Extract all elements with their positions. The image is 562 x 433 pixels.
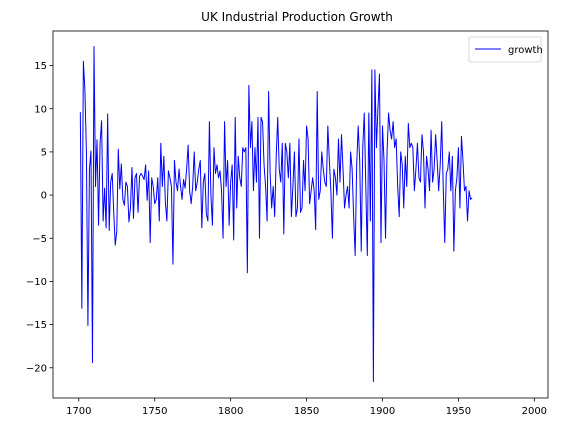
x-tick-label: 2000 — [522, 406, 547, 417]
y-tick-label: −20 — [26, 363, 47, 374]
x-tick-label: 1850 — [294, 406, 319, 417]
legend-label-growth: growth — [508, 45, 543, 56]
plot-frame — [52, 30, 549, 399]
y-tick-label: 10 — [34, 104, 47, 115]
y-tick-label: 5 — [41, 147, 47, 158]
legend: growth — [468, 36, 543, 63]
series-line-growth — [79, 46, 473, 383]
x-tick-label: 1700 — [66, 406, 91, 417]
x-tick-label: 1900 — [370, 406, 395, 417]
y-tick-label: −10 — [26, 277, 47, 288]
y-tick-label: 0 — [41, 191, 47, 202]
y-tick-label: −15 — [26, 320, 47, 331]
legend-box — [468, 36, 542, 63]
y-axis: −20 −15 −10 −5 0 5 10 15 — [26, 61, 53, 374]
chart-title: UK Industrial Production Growth — [201, 10, 393, 24]
x-tick-label: 1950 — [446, 406, 471, 417]
plot-area — [79, 46, 473, 383]
x-tick-label: 1750 — [142, 406, 167, 417]
y-tick-label: −5 — [32, 234, 47, 245]
x-axis: 1700 1750 1800 1850 1900 1950 2000 — [66, 398, 547, 417]
y-tick-label: 15 — [34, 61, 47, 72]
x-tick-label: 1800 — [218, 406, 243, 417]
